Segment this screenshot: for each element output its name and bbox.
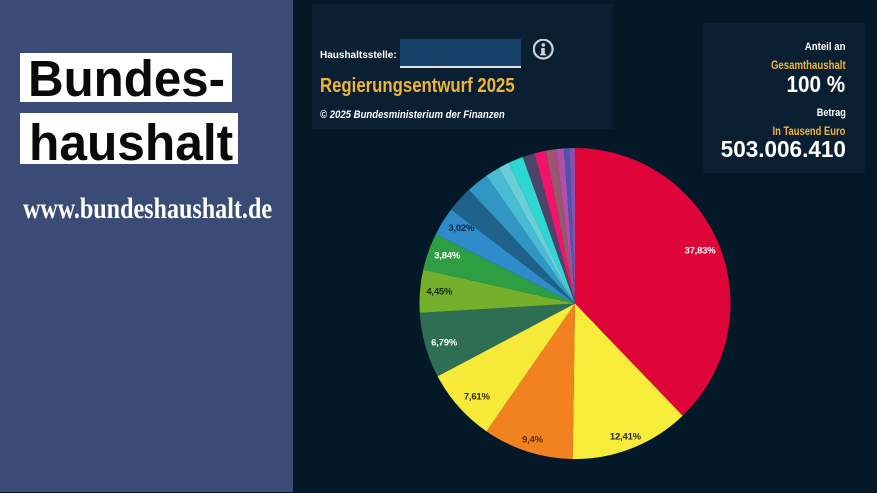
svg-text:4,45%: 4,45% <box>426 287 453 298</box>
svg-text:6,79%: 6,79% <box>431 337 458 348</box>
svg-text:9,4%: 9,4% <box>522 435 544 446</box>
svg-text:7,61%: 7,61% <box>464 391 491 402</box>
svg-text:12,41%: 12,41% <box>610 431 642 442</box>
svg-text:37,83%: 37,83% <box>684 246 716 257</box>
svg-text:3,02%: 3,02% <box>448 223 475 234</box>
svg-text:3,84%: 3,84% <box>434 251 461 262</box>
